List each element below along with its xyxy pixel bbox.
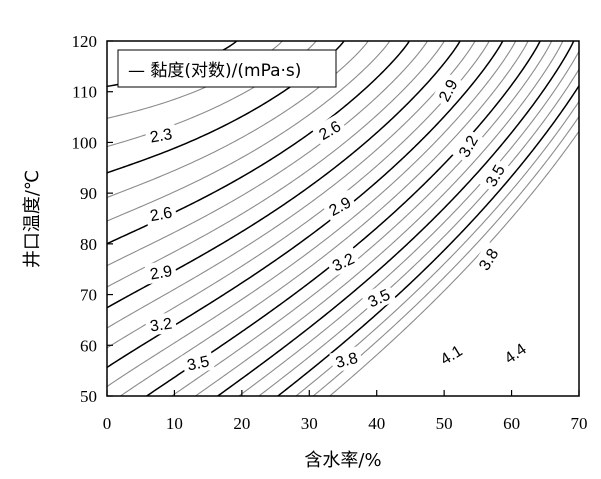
y-tick-label: 90 — [80, 184, 97, 203]
x-axis-ticks: 0 10 20 30 40 50 60 70 — [103, 390, 588, 433]
contour-label-backing — [144, 259, 178, 285]
y-tick-label: 100 — [72, 133, 98, 152]
contour-label: 3.5 — [478, 157, 511, 194]
x-tick-label: 0 — [103, 414, 112, 433]
contour-label-backing — [181, 349, 215, 376]
contour-label-backing — [360, 282, 397, 314]
contour-label-backing — [144, 200, 178, 226]
y-tick-label: 120 — [72, 32, 98, 51]
contour-label: 2.9 — [144, 259, 178, 285]
contour-labels: 2.32.62.93.23.52.62.93.23.53.8 4.1 4.42.93… — [144, 72, 533, 376]
contour-label: 3.2 — [144, 312, 178, 336]
y-tick-label: 110 — [72, 83, 97, 102]
contour-label-backing — [432, 337, 469, 371]
y-axis-ticks: 50 60 70 80 90 100 110 120 — [72, 32, 113, 406]
legend: — 黏度(对数)/(mPa·s) — [117, 49, 337, 88]
contour-label: 3.2 — [451, 128, 484, 164]
x-tick-label: 30 — [301, 414, 318, 433]
x-tick-label: 20 — [233, 414, 250, 433]
y-tick-label: 50 — [80, 387, 97, 406]
contour-label-text: 3.8 — [334, 350, 360, 372]
contour-label: 3.8 — [471, 241, 505, 278]
contour-line-4-7 — [329, 130, 579, 396]
contour-label: 2.6 — [144, 200, 178, 226]
contour-label-backing — [496, 336, 533, 370]
y-tick-label: 60 — [80, 336, 97, 355]
contour-label-text: 3.2 — [149, 316, 173, 336]
contour-line-4-0 — [194, 41, 564, 396]
contour-label-backing — [478, 157, 511, 194]
contour-label: 2.9 — [431, 72, 464, 109]
contour-label: 3.5 — [181, 349, 215, 376]
legend-label: — 黏度(对数)/(mPa·s) — [128, 61, 301, 81]
contour-line-3-7 — [119, 41, 529, 396]
legend-box — [117, 49, 337, 88]
contour-label: 2.9 — [321, 189, 358, 222]
plot-frame — [106, 40, 580, 397]
contour-label-backing — [451, 128, 484, 164]
contour-label-backing — [311, 113, 348, 146]
contour-label-text: 2.3 — [149, 126, 174, 147]
contour-label-backing — [144, 122, 178, 148]
y-axis-label: 井口温度/℃ — [22, 170, 43, 268]
contour-label-backing — [321, 189, 358, 222]
y-tick-label: 70 — [80, 286, 97, 305]
contour-label-text: 3.5 — [186, 353, 211, 374]
x-tick-label: 10 — [166, 414, 183, 433]
x-axis-label: 含水率/% — [304, 450, 381, 471]
contour-label-backing — [431, 72, 464, 109]
contour-lines — [107, 41, 579, 396]
contour-label: 4.1 — [432, 337, 469, 371]
contour-label: 2.6 — [311, 113, 348, 146]
contour-label: 3.8 — [329, 345, 364, 374]
contour-line-3-9 — [171, 41, 553, 396]
x-tick-label: 40 — [368, 414, 385, 433]
contour-label-backing — [471, 241, 505, 278]
contour-label-backing — [329, 345, 364, 374]
y-tick-label: 80 — [80, 235, 97, 254]
x-tick-label: 50 — [436, 414, 453, 433]
x-tick-label: 60 — [503, 414, 520, 433]
contour-label: 2.3 — [144, 122, 178, 148]
contour-label-backing — [325, 246, 361, 278]
contour-label-text: 2.6 — [149, 205, 174, 226]
contour-label-text: 2.9 — [149, 263, 174, 284]
contour-label: 4.4 — [496, 336, 533, 370]
x-tick-label: 70 — [571, 414, 588, 433]
contour-label-backing — [144, 312, 178, 336]
